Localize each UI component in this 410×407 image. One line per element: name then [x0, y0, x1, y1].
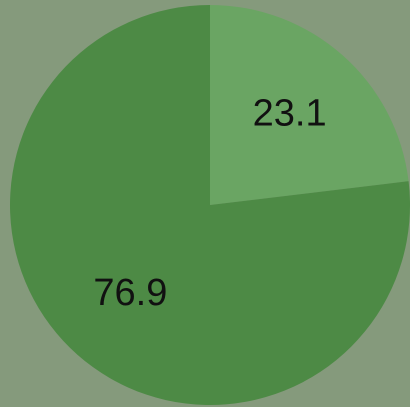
chart: 23.1 76.9: [0, 0, 410, 407]
pie: 23.1 76.9: [10, 5, 410, 405]
data-label: 76.9: [93, 272, 167, 314]
page: {"chart_data": {"type": "pie", "values":…: [0, 0, 410, 407]
data-label: 23.1: [253, 92, 327, 134]
